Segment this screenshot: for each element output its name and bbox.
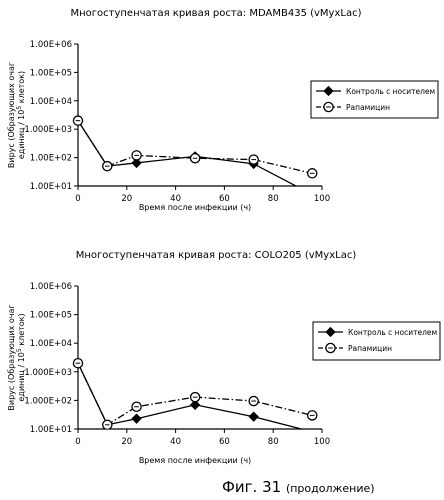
y-tick-label: 1.00E+04 (30, 339, 72, 349)
chart-2-plot-area (72, 357, 318, 429)
x-tick-label: 0 (75, 437, 80, 447)
legend: Контроль с носителем Рапамицин (312, 321, 441, 361)
figure-caption-main: Фиг. 31 (222, 478, 286, 496)
series-2-point (131, 401, 142, 412)
x-tick-label: 20 (121, 437, 132, 447)
legend-series-1-marker (323, 85, 334, 97)
legend-series-1-label: Контроль с носителем (348, 328, 437, 337)
chart-2: Многоступенчатая кривая роста: COLO205 (… (7, 250, 441, 465)
y-tick-label: 1.00E+02 (30, 154, 72, 164)
y-tick-label: 1.00E+05 (30, 311, 72, 321)
series-2-point (189, 152, 201, 164)
y-axis-label-line2: единиц / 105 клеток) (16, 313, 26, 401)
x-tick-label: 20 (121, 194, 132, 204)
legend-series-2-marker (325, 342, 336, 354)
y-axis-label-line2: единиц / 105 клеток) (16, 71, 26, 159)
series-2-point (306, 410, 318, 421)
legend-series-1-marker (325, 326, 336, 338)
y-tick-label: 1.00E+01 (30, 182, 72, 192)
series-2-point (306, 168, 318, 179)
legend-box (312, 321, 441, 361)
y-tick-label: 1.000E+03 (24, 368, 72, 378)
y-axis-label-sup: 5 (16, 106, 23, 110)
series-2-point (72, 357, 84, 369)
x-tick-label: 60 (219, 437, 230, 447)
chart-1: Многоступенчатая кривая роста: MDAMB435 … (7, 8, 439, 212)
series-2-point (248, 154, 259, 165)
y-axis-label-line2-end: клеток) (17, 313, 26, 348)
y-axis-label-sup: 5 (16, 348, 23, 352)
y-axis-label-line1: Вирус (Образующих очаг (7, 62, 16, 168)
y-axis-label-line2-start: единиц / 10 (17, 110, 26, 160)
legend-series-1-label: Контроль с носителем (346, 87, 435, 96)
y-tick-label: 1.00E+06 (30, 40, 72, 50)
x-tick-label: 40 (170, 437, 181, 447)
x-tick-label: 100 (314, 437, 330, 447)
series-2-point (72, 115, 84, 126)
series-1-point (131, 413, 142, 424)
legend: Контроль с носителем Рапамицин (310, 80, 439, 119)
series-1-point (131, 157, 142, 169)
chart-title: Многоступенчатая кривая роста: MDAMB435 … (70, 8, 361, 19)
chart-title: Многоступенчатая кривая роста: COLO205 (… (76, 250, 357, 261)
figure-caption: Фиг. 31 (продолжение) (222, 478, 375, 496)
legend-series-2-label: Рапамицин (348, 344, 392, 353)
x-axis-label: Время после инфекции (ч) (139, 456, 251, 465)
y-tick-label: 1.000E+03 (24, 125, 72, 135)
x-axis-label: Время после инфекции (ч) (139, 203, 251, 212)
chart-1-plot-area (72, 115, 318, 186)
x-tick-label: 60 (219, 194, 230, 204)
y-axis-label-line2-end: клеток) (17, 71, 26, 106)
series-2-line (77, 120, 313, 174)
series-2-point (189, 391, 201, 403)
y-tick-label: 1.00E+06 (30, 282, 72, 292)
series-2-point (102, 160, 113, 172)
series-2-point (102, 419, 113, 429)
y-axis-label-line2-start: единиц / 10 (17, 352, 26, 402)
x-tick-label: 40 (170, 194, 181, 204)
y-tick-label: 1.000E+02 (24, 396, 72, 406)
series-1-point (189, 399, 201, 410)
y-axis-label-line1: Вирус (Образующих очаг (7, 304, 16, 410)
series-2-line (77, 362, 313, 426)
series-2-point (131, 150, 142, 161)
x-tick-label: 100 (314, 194, 330, 204)
y-tick-label: 1.00E+05 (30, 68, 72, 78)
x-tick-label: 80 (268, 437, 279, 447)
x-tick-label: 80 (268, 194, 279, 204)
legend-series-2-label: Рапамицин (346, 103, 390, 112)
legend-series-2-marker (323, 101, 334, 113)
figure-caption-sub: (продолжение) (286, 482, 375, 495)
x-tick-label: 0 (75, 194, 80, 204)
series-1-point (248, 411, 259, 422)
y-tick-label: 1.00E+01 (30, 425, 72, 435)
series-2-point (248, 395, 259, 407)
y-tick-label: 1.00E+04 (30, 97, 72, 107)
legend-box (310, 80, 439, 119)
